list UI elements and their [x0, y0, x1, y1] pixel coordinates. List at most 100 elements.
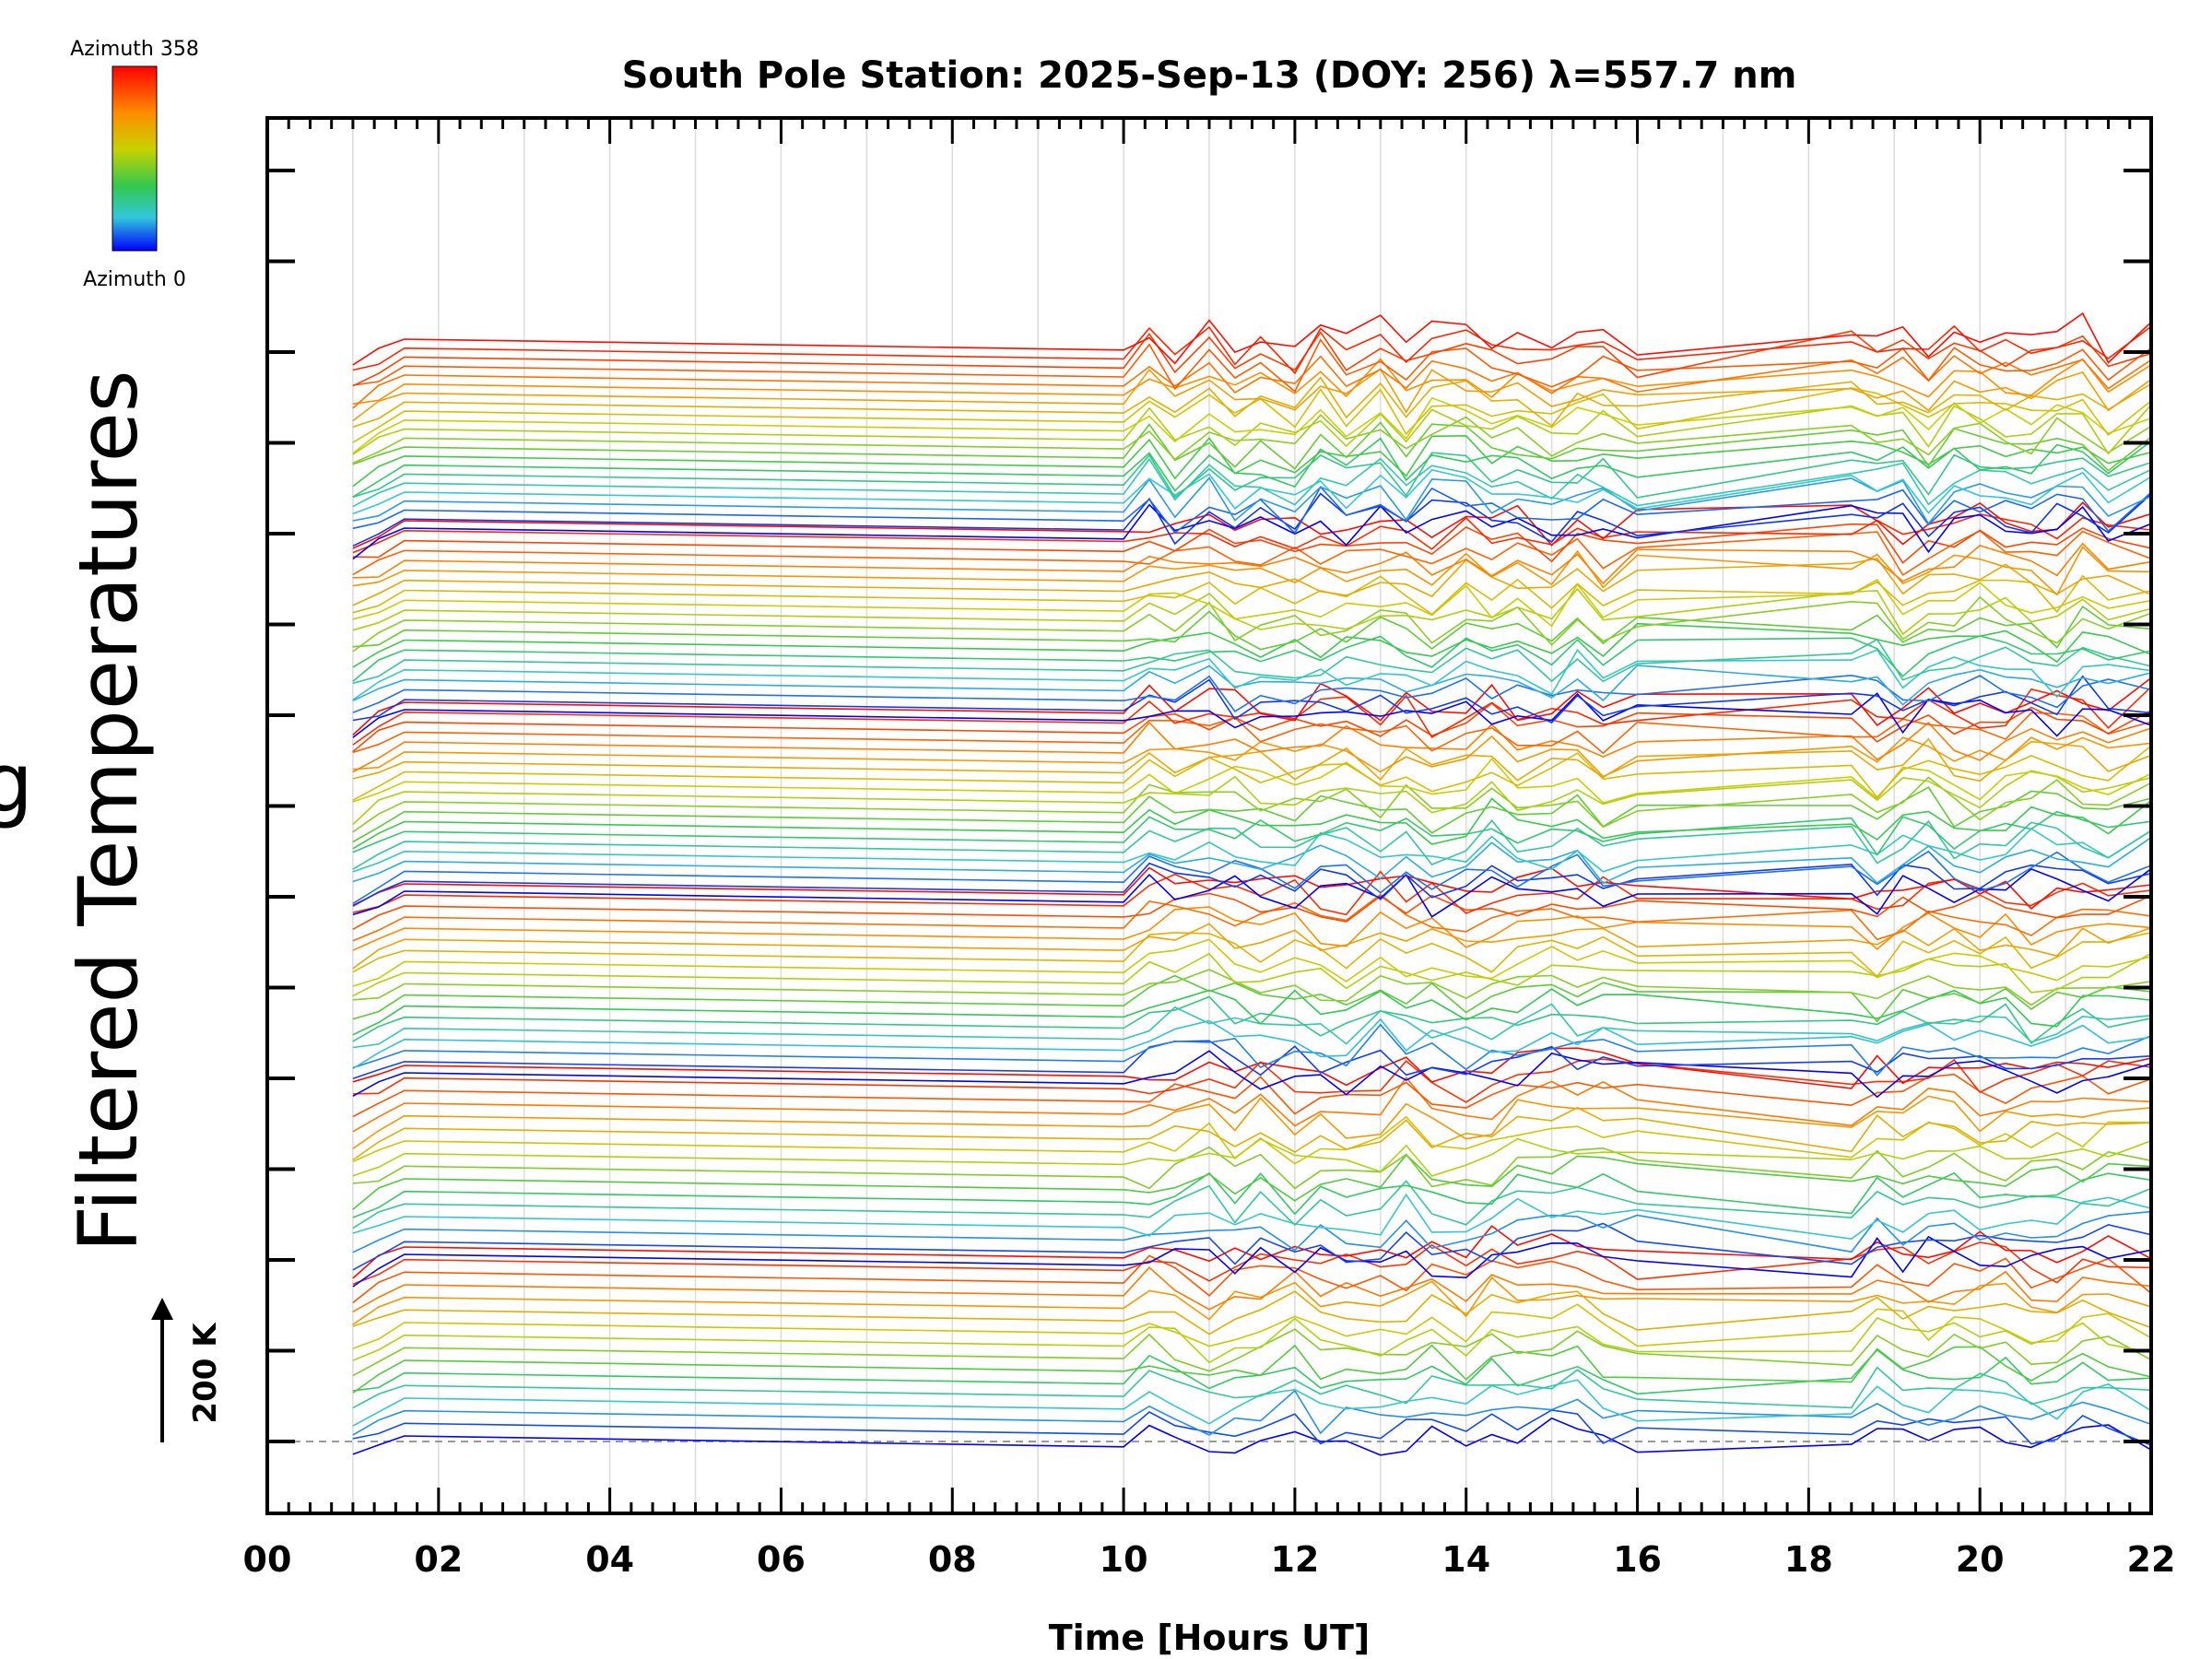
trace-line	[352, 574, 2151, 616]
trace-line	[352, 469, 2151, 515]
trace-line	[352, 1235, 2151, 1288]
y-axis-label: Filtered Temperatures	[61, 370, 156, 1252]
trace-line	[352, 1417, 2151, 1456]
trace-line	[352, 938, 2151, 987]
trace-line	[352, 437, 2151, 498]
trace-line	[352, 906, 2151, 951]
trace-line	[352, 605, 2151, 651]
trace-line	[352, 952, 2151, 997]
trace-line	[352, 1003, 2151, 1049]
trace-line	[352, 974, 2151, 1023]
x-tick-labels: 00 02 04 06 08 10 12 14 16 18 20 22	[243, 1539, 2176, 1580]
trace-line	[352, 1225, 2151, 1279]
trace-line	[352, 1018, 2151, 1070]
trace-line	[352, 396, 2151, 454]
trace-line	[352, 712, 2151, 755]
trace-line	[352, 1073, 2151, 1118]
trace-line	[352, 1050, 2151, 1099]
trace-line	[352, 701, 2151, 753]
trace-line	[352, 1266, 2151, 1312]
trace-line	[352, 635, 2151, 682]
trace-line	[352, 376, 2151, 428]
trace-line	[352, 558, 2151, 606]
colorbar-gradient	[112, 65, 158, 252]
trace-line	[352, 892, 2151, 931]
trace-line	[352, 776, 2151, 833]
trace-line	[352, 1303, 2151, 1349]
colorbar: Azimuth 358 Azimuth 0	[70, 38, 199, 291]
trace-line	[352, 622, 2151, 668]
x-tick-label: 12	[1270, 1539, 1319, 1580]
trace-line	[352, 330, 2151, 387]
trace-line	[352, 797, 2151, 850]
trace-line	[352, 988, 2151, 1036]
trace-line	[352, 692, 2151, 738]
y-axis-label-clipped-fragment: g	[0, 735, 33, 830]
trace-line	[352, 1366, 2151, 1409]
trace-line	[352, 529, 2151, 577]
trace-line	[352, 638, 2151, 685]
trace-line	[352, 923, 2151, 970]
trace-line	[352, 893, 2151, 942]
traces	[352, 312, 2151, 1456]
trace-line	[352, 745, 2151, 802]
trace-line	[352, 578, 2151, 628]
trace-line	[352, 477, 2151, 525]
trace-line	[352, 674, 2151, 713]
trace-line	[352, 867, 2151, 918]
trace-line	[352, 1180, 2151, 1230]
trace-line	[352, 1379, 2151, 1427]
x-tick-label: 10	[1100, 1539, 1148, 1580]
trace-line	[352, 1023, 2151, 1077]
trace-line	[352, 1409, 2151, 1446]
chart-title: South Pole Station: 2025-Sep-13 (DOY: 25…	[622, 54, 1797, 97]
trace-line	[352, 1241, 2151, 1286]
trace-line	[352, 737, 2151, 782]
trace-line	[352, 1328, 2151, 1377]
x-tick-label: 16	[1613, 1539, 1662, 1580]
trace-line	[352, 1076, 2151, 1133]
trace-line	[352, 1137, 2151, 1177]
trace-line	[352, 587, 2151, 636]
trace-line	[352, 503, 2151, 560]
trace-line	[352, 434, 2151, 488]
axes-frame	[265, 116, 2153, 1515]
trace-line	[352, 862, 2151, 907]
trace-line	[352, 595, 2151, 653]
scale-bar: 200 K	[151, 1298, 224, 1442]
trace-line	[352, 1290, 2151, 1335]
trace-line	[352, 421, 2151, 472]
scale-bar-label: 200 K	[187, 1322, 224, 1424]
x-tick-label: 20	[1956, 1539, 2005, 1580]
trace-line	[352, 338, 2151, 393]
x-tick-label: 06	[757, 1539, 806, 1580]
trace-line	[352, 1058, 2151, 1103]
trace-line	[352, 866, 2151, 910]
colorbar-bottom-label: Azimuth 0	[83, 268, 186, 291]
x-axis-label: Time [Hours UT]	[1049, 1618, 1371, 1658]
trace-line	[352, 932, 2151, 978]
trace-line	[352, 414, 2151, 465]
trace-line	[352, 1254, 2151, 1304]
x-tick-label: 08	[928, 1539, 977, 1580]
trace-line	[352, 770, 2151, 826]
trace-line	[352, 1348, 2151, 1395]
trace-line	[352, 810, 2151, 856]
x-tick-label: 04	[585, 1539, 634, 1580]
trace-line	[352, 1106, 2151, 1161]
trace-line	[352, 969, 2151, 1006]
trace-line	[352, 1115, 2151, 1165]
trace-line	[352, 1210, 2151, 1253]
trace-line	[352, 1153, 2151, 1210]
x-tick-label: 22	[2127, 1539, 2176, 1580]
x-tick-label: 18	[1784, 1539, 1833, 1580]
trace-line	[352, 995, 2151, 1045]
trace-line	[352, 1389, 2151, 1436]
trace-line	[352, 368, 2151, 422]
trace-line	[352, 1277, 2151, 1325]
x-tick-label: 00	[243, 1539, 292, 1580]
trace-line	[352, 542, 2151, 585]
trace-line	[352, 786, 2151, 843]
trace-line	[352, 837, 2151, 885]
